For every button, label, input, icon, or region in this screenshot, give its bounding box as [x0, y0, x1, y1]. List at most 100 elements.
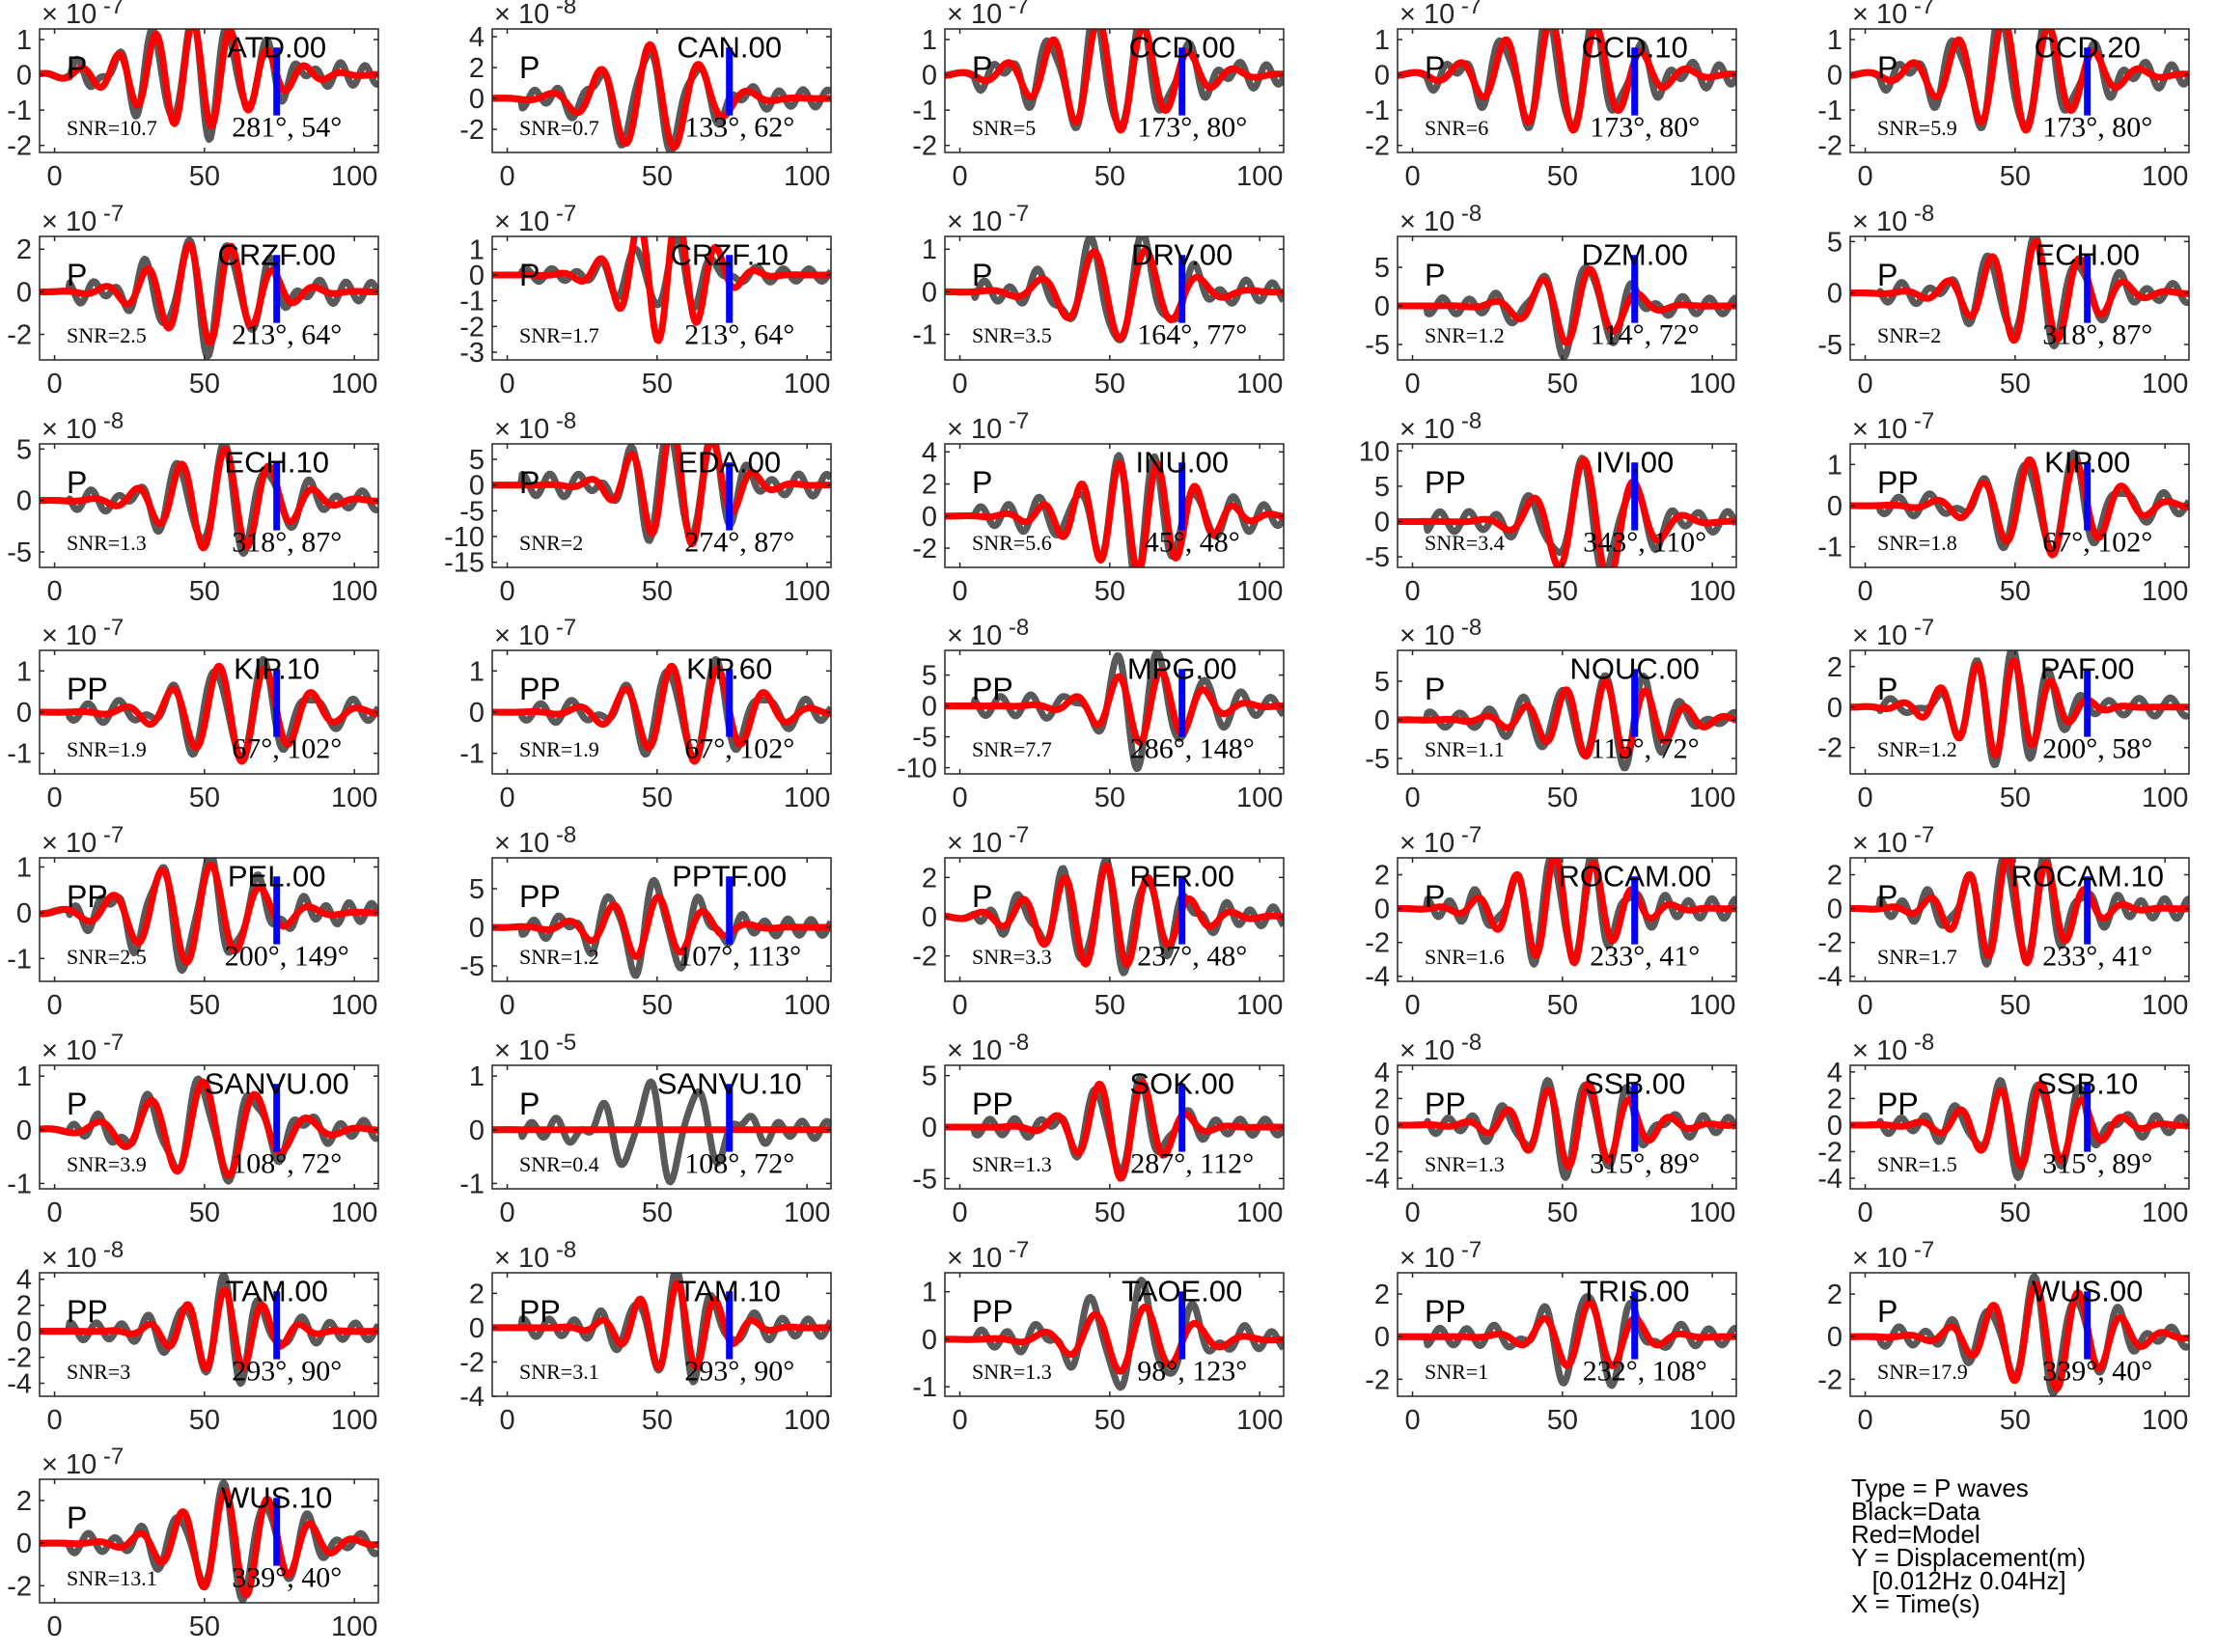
azimuth-label: 173°, 80°	[2042, 111, 2152, 143]
snr-label: SNR=1.9	[519, 737, 599, 761]
data-trace	[1398, 1293, 1736, 1390]
y-exponent: × 10 -7	[947, 822, 1029, 859]
x-tick-label: 50	[189, 161, 220, 192]
y-tick-label: -4	[459, 1382, 485, 1413]
axes-box	[1849, 28, 2190, 153]
model-trace	[1850, 237, 2189, 344]
station-label: SANVU.00	[205, 1066, 349, 1100]
y-tick-label: 2	[1374, 861, 1390, 892]
y-tick-label: -5	[1365, 744, 1390, 775]
x-tick-label: 100	[2142, 161, 2188, 192]
x-tick-label: 0	[499, 1198, 514, 1228]
phase-label: PP	[1425, 465, 1466, 500]
axes-box	[944, 1272, 1285, 1397]
model-trace	[40, 861, 378, 967]
station-label: KIP.00	[2044, 445, 2130, 479]
y-tick-label: -2	[7, 320, 32, 351]
phase-label: PP	[67, 1294, 108, 1329]
panel-tris-00: 0 50 100 2 0 -2 × 10 -7 PP TRIS.00 SNR=1 232°, 108…	[1365, 1237, 1737, 1436]
panel-sanvu-10: 0 50 100 1 0 -1 × 10 -5 P SANVU.10 SNR=0.4 108°, 7…	[459, 1030, 832, 1228]
y-tick-label: 0	[1374, 291, 1390, 322]
x-tick-label: 50	[2000, 161, 2031, 192]
station-label: CRZF.10	[671, 237, 789, 271]
model-trace	[1850, 858, 2189, 967]
axes-box	[1397, 235, 1737, 361]
azimuth-label: 133°, 62°	[684, 111, 794, 143]
station-label: TAM.00	[226, 1274, 328, 1308]
x-tick-label: 0	[46, 783, 62, 813]
panel-crzf-00: 0 50 100 2 0 -2 × 10 -7 P CRZF.00 SNR=2.5 213°, 64…	[7, 201, 379, 399]
x-tick-label: 100	[1236, 161, 1283, 192]
snr-label: SNR=3.3	[972, 945, 1052, 969]
x-tick-label: 100	[784, 990, 830, 1021]
station-label: SSB.10	[2036, 1066, 2138, 1100]
station-label: ECH.10	[224, 445, 329, 479]
phase-label: P	[519, 50, 540, 85]
snr-label: SNR=13.1	[67, 1566, 157, 1590]
x-tick-label: 100	[784, 783, 830, 813]
phase-label: PP	[67, 879, 108, 914]
phase-label: PP	[1425, 1294, 1466, 1329]
x-tick-label: 0	[46, 369, 62, 399]
x-tick-label: 50	[1094, 1405, 1125, 1436]
x-tick-label: 50	[1094, 369, 1125, 399]
phase-label: PP	[519, 672, 561, 706]
azimuth-label: 315°, 89°	[1590, 1147, 1700, 1179]
azimuth-label: 108°, 72°	[684, 1147, 794, 1179]
axes-box	[491, 1272, 832, 1397]
y-tick-label: 2	[922, 863, 937, 894]
model-trace	[1398, 265, 1736, 346]
azimuth-label: 343°, 110°	[1583, 526, 1706, 558]
model-trace	[1850, 29, 2189, 134]
y-tick-label: 0	[1827, 1322, 1842, 1353]
data-trace	[945, 650, 1284, 773]
y-tick-label: 0	[469, 471, 485, 502]
model-trace	[492, 41, 831, 151]
station-label: RER.00	[1129, 859, 1234, 893]
x-tick-label: 0	[46, 1405, 62, 1436]
y-tick-label: -5	[459, 951, 485, 982]
x-tick-label: 50	[1547, 1198, 1578, 1228]
x-tick-label: 50	[2000, 783, 2031, 813]
phase-label: PP	[67, 672, 108, 706]
panel-rer-00: 0 50 100 2 0 -2 × 10 -7 P RER.00 SNR=3.3 237°, 48°	[912, 822, 1285, 1021]
x-tick-label: 0	[499, 161, 514, 192]
x-tick-label: 50	[2000, 990, 2031, 1021]
axes-box	[1849, 1064, 2190, 1190]
x-tick-label: 50	[642, 1198, 673, 1228]
y-tick-label: 0	[16, 898, 32, 929]
y-tick-label: -1	[912, 1372, 937, 1403]
y-tick-label: 1	[16, 656, 32, 687]
model-trace	[40, 29, 378, 129]
model-trace	[945, 862, 1284, 968]
axes-box	[39, 1272, 379, 1397]
station-label: TAM.10	[679, 1274, 781, 1308]
snr-label: SNR=2	[1877, 323, 1941, 347]
y-exponent: × 10 -8	[1399, 201, 1482, 237]
axes-box	[1397, 649, 1737, 775]
y-tick-label: 1	[469, 1061, 485, 1092]
x-tick-label: 0	[1857, 576, 1872, 607]
azimuth-label: 287°, 112°	[1130, 1147, 1254, 1179]
snr-label: SNR=10.7	[67, 116, 157, 140]
x-tick-label: 50	[189, 1198, 220, 1228]
y-exponent: × 10 -8	[947, 1030, 1029, 1066]
axes-box	[1849, 857, 2190, 982]
snr-label: SNR=1.3	[972, 1152, 1052, 1176]
y-tick-label: 0	[1374, 1322, 1390, 1353]
phase-label: PP	[972, 1294, 1013, 1329]
panel-ccd-10: 0 50 100 1 0 -1 -2 × 10 -7 P CCD.10 SNR=6 173°, 80°	[1365, 0, 1737, 192]
y-exponent: × 10 -7	[42, 0, 124, 30]
x-tick-label: 100	[331, 576, 377, 607]
model-trace	[1850, 657, 2189, 759]
data-trace	[40, 236, 378, 360]
x-tick-label: 50	[1094, 1198, 1125, 1228]
y-exponent: × 10 -7	[42, 1444, 124, 1480]
y-tick-label: 0	[469, 1313, 485, 1344]
legend-band: [0.012Hz 0.04Hz]	[1851, 1566, 2066, 1595]
